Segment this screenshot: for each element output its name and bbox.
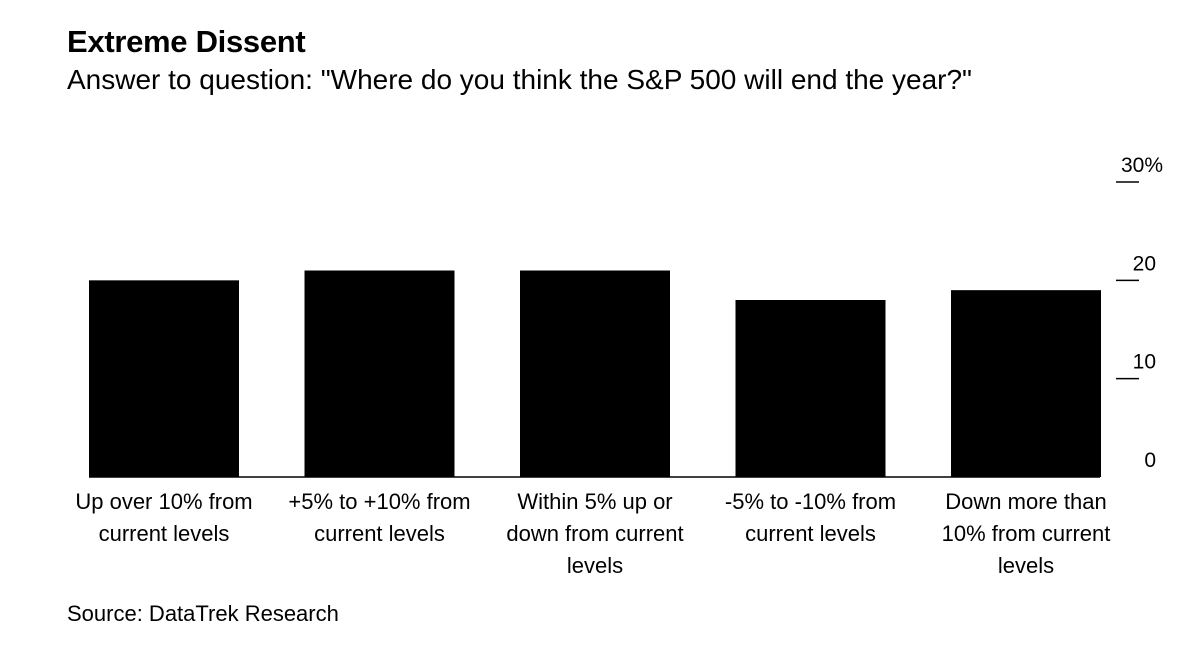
- bar-3: [520, 270, 670, 477]
- x-category-label-4: -5% to -10% from current levels: [725, 489, 896, 546]
- bar-5: [951, 290, 1101, 477]
- x-category-label-4-line-1: -5% to -10% from: [725, 489, 896, 514]
- x-category-label-5-line-1: Down more than: [945, 489, 1106, 514]
- x-category-label-3-line-3: levels: [567, 553, 623, 578]
- source-note: Source: DataTrek Research: [67, 601, 339, 626]
- x-category-label-3-line-1: Within 5% up or: [517, 489, 672, 514]
- x-category-label-5-line-3: levels: [998, 553, 1054, 578]
- chart-title: Extreme Dissent: [67, 24, 306, 59]
- x-category-label-2-line-2: current levels: [314, 521, 445, 546]
- x-axis-labels: Up over 10% from current levels+5% to +10…: [75, 489, 1110, 578]
- x-category-label-1: Up over 10% from current levels: [75, 489, 252, 546]
- x-category-label-5: Down more than 10% from current levels: [942, 489, 1111, 578]
- x-category-label-2-line-1: +5% to +10% from: [288, 489, 470, 514]
- bar-4: [735, 300, 886, 477]
- x-category-label-5-line-2: 10% from current: [942, 521, 1111, 546]
- bars-group: [89, 270, 1101, 477]
- x-category-label-3: Within 5% up or down from current levels: [506, 489, 683, 578]
- x-category-label-2: +5% to +10% from current levels: [288, 489, 470, 546]
- y-axis: 0 10 20 30%: [1116, 154, 1163, 472]
- y-tick-label-30: 30%: [1121, 154, 1163, 177]
- y-tick-label-20: 20: [1133, 252, 1156, 275]
- y-tick-label-0: 0: [1144, 449, 1156, 472]
- y-tick-label-10: 10: [1133, 351, 1156, 374]
- chart-subtitle: Answer to question: "Where do you think …: [67, 64, 972, 95]
- bar-1: [89, 280, 239, 477]
- bar-2: [304, 270, 455, 477]
- x-category-label-1-line-2: current levels: [99, 521, 230, 546]
- x-category-label-1-line-1: Up over 10% from: [75, 489, 252, 514]
- x-category-label-3-line-2: down from current: [506, 521, 683, 546]
- x-category-label-4-line-2: current levels: [745, 521, 876, 546]
